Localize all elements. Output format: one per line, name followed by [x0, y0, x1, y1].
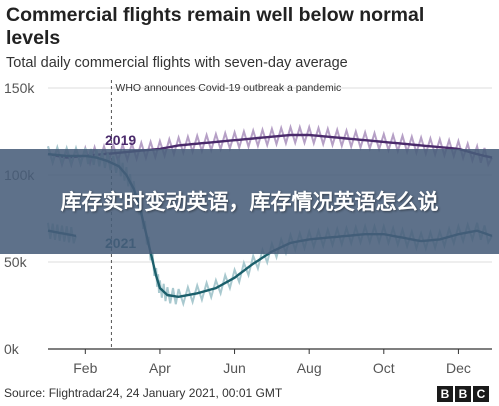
chart-title: Commercial flights remain well below nor…: [6, 4, 425, 49]
y-tick-label: 150k: [4, 80, 35, 96]
logo-letter: B: [437, 386, 453, 402]
x-tick-label: Jun: [223, 360, 246, 376]
x-tick-label: Feb: [73, 360, 97, 376]
chart-subtitle: Total daily commercial flights with seve…: [6, 55, 348, 71]
logo-letter: C: [473, 386, 489, 402]
bbc-logo: B B C: [437, 386, 489, 402]
source-note: Source: Flightradar24, 24 January 2021, …: [4, 386, 283, 400]
y-tick-label: 50k: [4, 254, 28, 270]
annotation-text: WHO announces Covid-19 outbreak a pandem…: [115, 82, 341, 94]
series-2019-daily: [47, 123, 493, 169]
overlay-text: 库存实时变动英语，库存情况英语怎么说: [60, 189, 439, 214]
series-label-2019: 2019: [105, 132, 136, 148]
x-tick-label: Dec: [446, 360, 471, 376]
logo-letter: B: [455, 386, 471, 402]
x-tick-label: Aug: [297, 360, 322, 376]
x-tick-label: Oct: [373, 360, 395, 376]
overlay-banner: 库存实时变动英语，库存情况英语怎么说: [0, 149, 499, 254]
x-tick-label: Apr: [149, 360, 171, 376]
y-tick-label: 0k: [4, 341, 20, 357]
